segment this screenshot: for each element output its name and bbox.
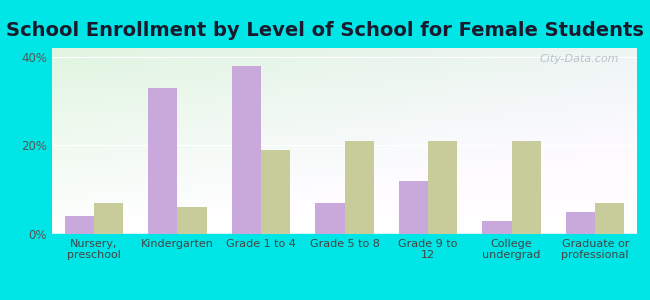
Bar <box>482 221 512 234</box>
Bar <box>64 216 94 234</box>
Bar <box>344 141 374 234</box>
Bar <box>148 88 177 234</box>
Text: School Enrollment by Level of School for Female Students: School Enrollment by Level of School for… <box>6 21 644 40</box>
Bar <box>399 181 428 234</box>
Bar <box>231 66 261 234</box>
Text: City-Data.com: City-Data.com <box>540 54 619 64</box>
Bar <box>261 150 290 234</box>
Bar <box>315 203 344 234</box>
Bar <box>512 141 541 234</box>
Bar <box>94 203 123 234</box>
Bar <box>428 141 458 234</box>
Bar <box>595 203 625 234</box>
Bar <box>177 207 207 234</box>
Bar <box>566 212 595 234</box>
